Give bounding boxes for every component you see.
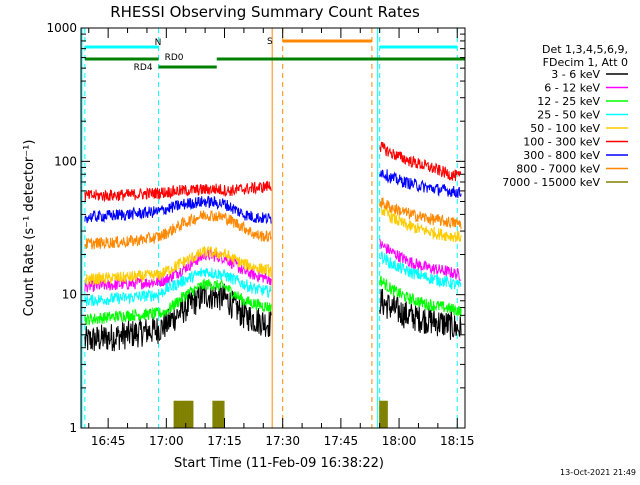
x-axis: 16:45 17:00 17:15 17:30 17:45 18:00 18:15 bbox=[88, 28, 475, 448]
chart-title: RHESSI Observing Summary Count Rates bbox=[110, 3, 420, 21]
x-tick-label: 16:45 bbox=[91, 434, 126, 448]
legend-label: 50 - 100 keV bbox=[530, 122, 600, 135]
legend-label: 12 - 25 keV bbox=[537, 95, 600, 108]
legend-label: 800 - 7000 keV bbox=[516, 163, 600, 176]
series-line bbox=[379, 197, 462, 230]
legend-label: 100 - 300 keV bbox=[523, 136, 600, 149]
y-tick-label: 10 bbox=[62, 288, 77, 302]
legend: Det 1,3,4,5,6,9,FDecim 1, Att 03 - 6 keV… bbox=[502, 43, 628, 189]
series-line bbox=[84, 245, 272, 286]
footer-timestamp: 13-Oct-2021 21:49 bbox=[560, 468, 636, 477]
legend-label: 25 - 50 keV bbox=[537, 109, 600, 122]
y-axis: 1 10 100 1000 bbox=[46, 21, 465, 435]
series-line bbox=[84, 266, 272, 307]
flag-label-s: S bbox=[267, 37, 273, 47]
series-line bbox=[379, 201, 462, 243]
x-tick-label: 17:00 bbox=[149, 434, 184, 448]
series-line bbox=[84, 209, 272, 250]
y-tick-label: 1000 bbox=[46, 21, 77, 35]
vertical-markers bbox=[81, 28, 458, 428]
series-line bbox=[84, 180, 272, 203]
series-line bbox=[84, 278, 272, 326]
series-line bbox=[379, 275, 462, 318]
legend-label: 6 - 12 keV bbox=[544, 82, 600, 95]
series-line bbox=[379, 288, 462, 340]
flag-label-n: N bbox=[155, 38, 162, 48]
series-line bbox=[379, 141, 462, 182]
series-line bbox=[379, 169, 462, 199]
x-tick-label: 17:15 bbox=[207, 434, 242, 448]
series-line bbox=[84, 247, 272, 293]
legend-label: 3 - 6 keV bbox=[551, 68, 600, 81]
y-axis-label: Count Rate (s⁻¹ detector⁻¹) bbox=[22, 140, 37, 317]
x-tick-label: 17:30 bbox=[265, 434, 300, 448]
series-line bbox=[84, 282, 272, 352]
x-axis-label: Start Time (11-Feb-09 16:38:22) bbox=[174, 456, 384, 471]
flag-label-rd4: RD4 bbox=[134, 63, 153, 73]
x-tick-label: 18:15 bbox=[440, 434, 475, 448]
series-line bbox=[379, 238, 462, 281]
series-group bbox=[84, 141, 462, 428]
y-tick-label: 1 bbox=[69, 421, 77, 435]
legend-label: 7000 - 15000 keV bbox=[502, 176, 600, 189]
y-tick-label: 100 bbox=[54, 154, 77, 168]
legend-label: 300 - 800 keV bbox=[523, 149, 600, 162]
plot-frame bbox=[80, 27, 466, 429]
series-line bbox=[379, 251, 462, 290]
legend-header: FDecim 1, Att 0 bbox=[543, 56, 628, 69]
legend-header: Det 1,3,4,5,6,9, bbox=[542, 43, 628, 56]
flag-label-rd0: RD0 bbox=[165, 53, 184, 63]
x-tick-label: 17:45 bbox=[324, 434, 359, 448]
series-line bbox=[84, 195, 272, 225]
x-tick-label: 18:00 bbox=[382, 434, 417, 448]
